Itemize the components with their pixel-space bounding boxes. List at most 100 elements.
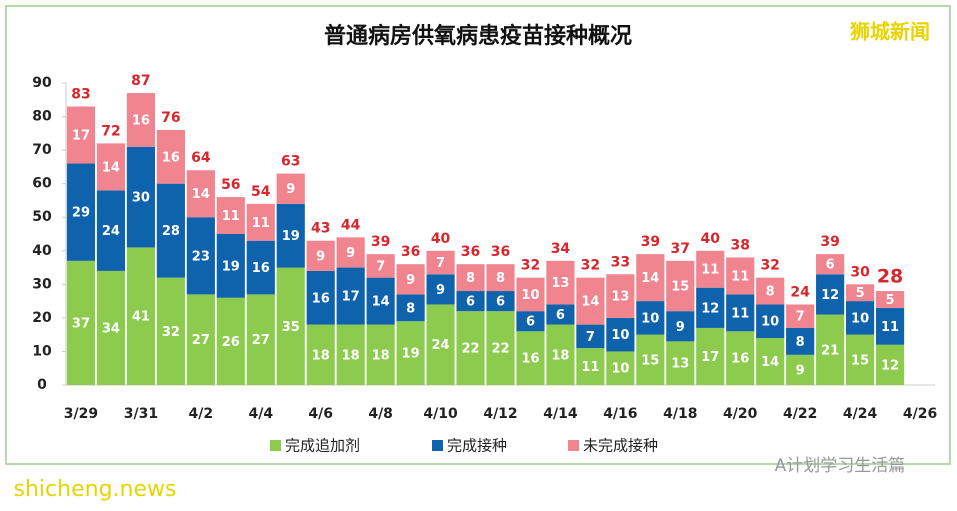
total-label: 40	[701, 231, 721, 247]
y-tick-label: 50	[32, 209, 52, 225]
x-tick-label: 4/18	[663, 406, 697, 422]
x-tick-label: 3/29	[64, 406, 98, 422]
data-label: 18	[342, 348, 360, 363]
x-tick-label: 4/20	[723, 406, 758, 422]
bar-segment	[156, 183, 185, 278]
bar-segment	[216, 297, 245, 385]
x-tick-label: 4/22	[783, 406, 817, 422]
y-tick-label: 10	[32, 343, 52, 359]
bar-segment	[156, 129, 185, 184]
data-label: 19	[282, 229, 300, 244]
legend-swatch	[568, 440, 579, 451]
bar-segment	[696, 287, 725, 328]
bar-segment	[96, 270, 126, 385]
bar-segment	[66, 260, 96, 385]
data-label: 5	[886, 293, 895, 308]
bar-segment	[576, 277, 605, 325]
data-label: 28	[162, 224, 180, 239]
data-label: 9	[406, 273, 415, 288]
bar-segment	[366, 254, 395, 278]
data-label: 12	[881, 358, 899, 373]
bar-segment	[126, 247, 155, 385]
bar-segment	[875, 344, 905, 385]
bar-segment	[396, 264, 425, 295]
data-label: 5	[856, 286, 865, 301]
data-label: 8	[406, 301, 415, 316]
data-label: 14	[102, 160, 120, 175]
watermark: A计划学习生活篇	[775, 456, 906, 476]
data-label: 16	[162, 150, 180, 165]
bar-segment	[816, 274, 845, 315]
bar-segment	[426, 250, 455, 275]
bar-segment	[366, 324, 395, 385]
data-label: 22	[491, 342, 509, 357]
y-tick-label: 30	[32, 276, 52, 292]
data-label: 10	[611, 328, 629, 343]
total-label: 43	[311, 221, 330, 237]
total-label: 37	[671, 241, 690, 257]
bar-segment	[456, 264, 485, 292]
total-label: 56	[221, 177, 240, 193]
bar-segment	[546, 260, 575, 305]
data-label: 19	[222, 259, 240, 274]
bar-segment	[426, 274, 455, 305]
bar-segment	[336, 324, 365, 385]
bar-segment	[426, 304, 455, 385]
data-label: 9	[436, 283, 445, 298]
bar-segment	[396, 321, 425, 385]
total-label: 39	[371, 234, 390, 250]
bar-segment	[636, 334, 665, 385]
bar-segment	[276, 173, 305, 204]
bar-segment	[186, 217, 215, 295]
x-tick-label: 4/14	[543, 406, 578, 422]
data-label: 16	[132, 113, 150, 128]
data-label: 9	[346, 246, 355, 261]
total-label: 36	[461, 244, 480, 260]
data-label: 11	[581, 360, 599, 375]
bar-segment	[756, 277, 785, 305]
data-label: 29	[72, 206, 90, 221]
data-label: 15	[671, 280, 689, 295]
chart-title: 普通病房供氧病患疫苗接种概况	[324, 23, 632, 49]
bar-segment	[246, 294, 275, 385]
bar-segment	[486, 311, 515, 385]
y-tick-label: 80	[32, 109, 52, 125]
legend-label: 完成接种	[447, 437, 507, 455]
total-label: 38	[730, 237, 749, 253]
data-label: 7	[376, 259, 385, 274]
bar-segment	[456, 291, 485, 312]
data-label: 9	[796, 363, 805, 378]
bar-segment	[516, 311, 545, 332]
data-label: 16	[731, 352, 749, 367]
bar-segment	[606, 274, 635, 318]
data-label: 27	[252, 333, 270, 348]
watermark: 狮城新闻	[850, 20, 930, 44]
data-label: 14	[641, 271, 659, 286]
bar-segment	[696, 327, 725, 385]
data-label: 10	[611, 362, 629, 377]
data-label: 12	[821, 288, 839, 303]
data-label: 21	[821, 343, 839, 358]
y-tick-label: 90	[32, 75, 52, 91]
bar-segment	[306, 240, 335, 271]
bar-segment	[875, 307, 905, 345]
bar-segment	[786, 327, 815, 355]
bar-segment	[666, 341, 695, 385]
legend-swatch	[432, 440, 443, 451]
data-label: 7	[436, 256, 445, 271]
total-label: 30	[850, 264, 870, 280]
bar-segment	[366, 277, 395, 325]
x-tick-label: 4/8	[368, 406, 393, 422]
legend-label: 完成追加剂	[285, 437, 360, 455]
total-label: 72	[101, 123, 120, 139]
total-label: 54	[251, 184, 271, 200]
bar-segment	[546, 324, 575, 385]
data-label: 8	[766, 285, 775, 300]
bar-segment	[216, 234, 245, 298]
bar-segment	[486, 264, 515, 292]
bar-segment	[276, 203, 305, 268]
total-label: 36	[491, 244, 510, 260]
bar-segment	[126, 146, 155, 248]
data-label: 7	[796, 310, 805, 325]
